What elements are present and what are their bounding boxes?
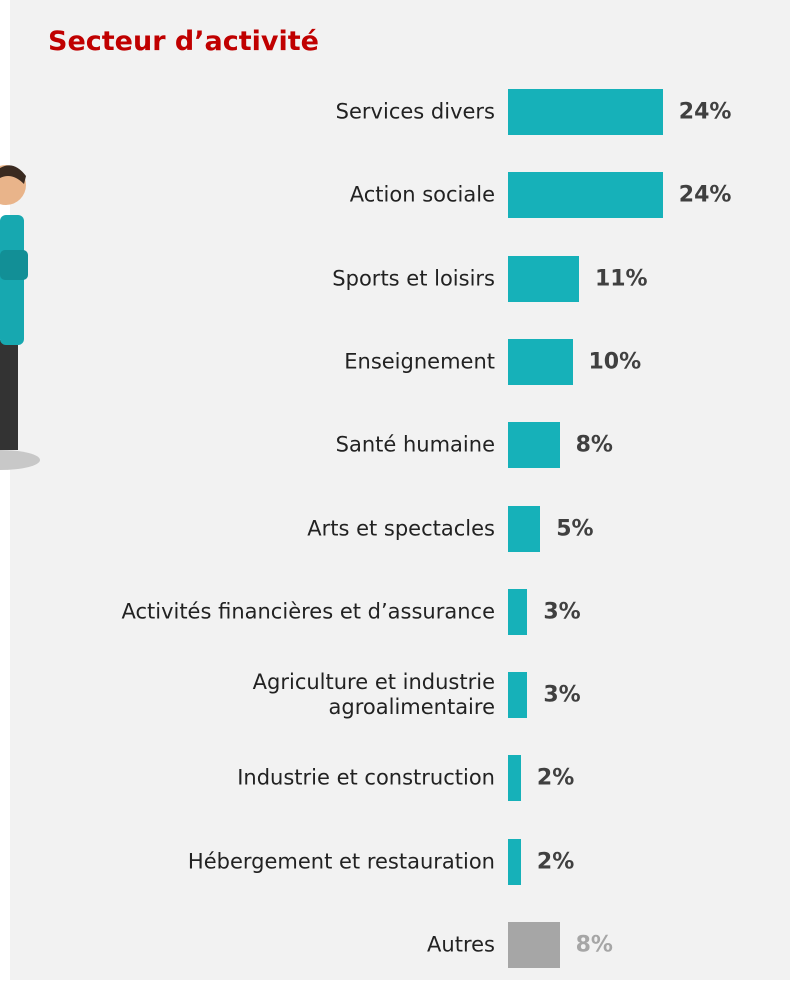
category-label: Autres	[25, 932, 495, 957]
value-label: 3%	[543, 599, 580, 624]
category-label: Arts et spectacles	[25, 516, 495, 541]
bar	[508, 839, 521, 885]
category-label: Hébergement et restauration	[25, 849, 495, 874]
bar	[508, 339, 573, 385]
category-label: Activités financières et d’assurance	[25, 599, 495, 624]
category-label: Santé humaine	[25, 433, 495, 458]
panel	[10, 0, 790, 980]
value-label: 11%	[595, 266, 648, 291]
bar	[508, 89, 663, 135]
bar	[508, 589, 527, 635]
category-label: Industrie et construction	[25, 766, 495, 791]
category-label: Agriculture et industrie agroalimentaire	[25, 670, 495, 720]
value-label: 8%	[576, 433, 613, 458]
bar	[508, 755, 521, 801]
chart-title: Secteur d’activité	[48, 26, 319, 57]
value-label: 2%	[537, 766, 574, 791]
category-label: Action sociale	[25, 183, 495, 208]
value-label: 24%	[679, 100, 732, 125]
bar	[508, 422, 560, 468]
person-illustration	[0, 0, 40, 480]
category-label: Enseignement	[25, 349, 495, 374]
value-label: 5%	[556, 516, 593, 541]
category-label: Services divers	[25, 99, 495, 124]
value-label: 8%	[576, 933, 613, 958]
bar	[508, 172, 663, 218]
value-label: 2%	[537, 849, 574, 874]
bar	[508, 672, 527, 718]
bar	[508, 256, 579, 302]
page: Secteur d’activité Services divers 24% Act…	[0, 0, 808, 1001]
value-label: 24%	[679, 183, 732, 208]
value-label: 10%	[589, 349, 642, 374]
bar	[508, 922, 560, 968]
category-label: Sports et loisirs	[25, 266, 495, 291]
value-label: 3%	[543, 683, 580, 708]
bar	[508, 506, 540, 552]
